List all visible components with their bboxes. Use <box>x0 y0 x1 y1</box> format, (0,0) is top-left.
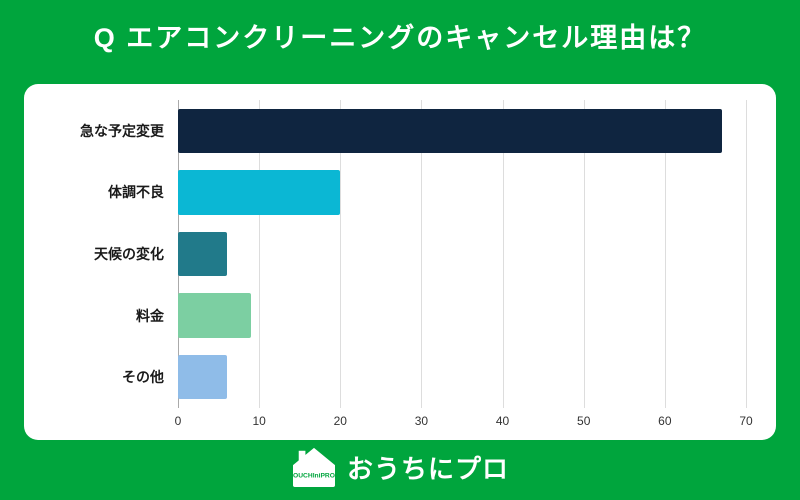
x-tick-label: 70 <box>739 414 753 428</box>
category-label: その他 <box>122 369 164 386</box>
gridline <box>664 100 666 408</box>
x-axis: 0 10 20 30 40 50 60 70 <box>42 408 753 432</box>
chart-card: 急な予定変更体調不良天候の変化料金その他 0 10 20 30 40 50 60 70 <box>24 84 776 440</box>
bar-row <box>178 162 746 224</box>
bar-1 <box>178 170 341 215</box>
x-tick-label: 20 <box>333 414 347 428</box>
x-tick-label: 10 <box>252 414 266 428</box>
x-tick-label: 30 <box>414 414 429 428</box>
bar-2 <box>178 231 227 277</box>
x-tick-label: 40 <box>495 414 510 428</box>
bar-row <box>178 100 746 162</box>
logo-label: OUCHIniPRO <box>293 473 335 480</box>
plot-region <box>178 100 747 408</box>
category-labels: 急な予定変更体調不良天候の変化料金その他 <box>42 100 178 408</box>
x-tick-label: 0 <box>174 414 182 428</box>
category-label: 体調不良 <box>108 184 164 201</box>
bar-0 <box>178 108 722 153</box>
category-label: 料金 <box>136 307 164 324</box>
gridline <box>421 100 423 408</box>
page-title: Q エアコンクリーニングのキャンセル理由は？ <box>93 23 707 53</box>
bar-row <box>178 346 746 408</box>
gridline <box>583 100 585 408</box>
bar-row <box>178 223 746 285</box>
x-axis-ticks: 0 10 20 30 40 50 60 70 <box>174 408 753 432</box>
bars-container <box>178 100 746 408</box>
bar-row <box>178 285 746 347</box>
chart-plot-area: 急な予定変更体調不良天候の変化料金その他 <box>42 100 747 408</box>
gridline <box>259 100 261 408</box>
bar-chart: 急な予定変更体調不良天候の変化料金その他 0 10 20 30 40 50 60 70 <box>42 100 753 432</box>
bar-3 <box>178 293 252 338</box>
axis-spacer <box>42 408 178 432</box>
category-label: 急な予定変更 <box>80 122 164 139</box>
gridline <box>502 100 504 408</box>
x-tick-label: 60 <box>658 414 672 428</box>
gridline <box>340 100 342 408</box>
gridline <box>746 100 747 408</box>
ouchi-pro-logo-icon: OUCHIniPRO <box>292 447 335 488</box>
brand-footer: OUCHIniPRO おうちにプロ <box>0 446 800 488</box>
brand-text: おうちにプロ <box>346 453 509 484</box>
bar-4 <box>178 355 227 400</box>
category-label: 天候の変化 <box>94 245 164 262</box>
x-tick-label: 50 <box>577 414 591 428</box>
